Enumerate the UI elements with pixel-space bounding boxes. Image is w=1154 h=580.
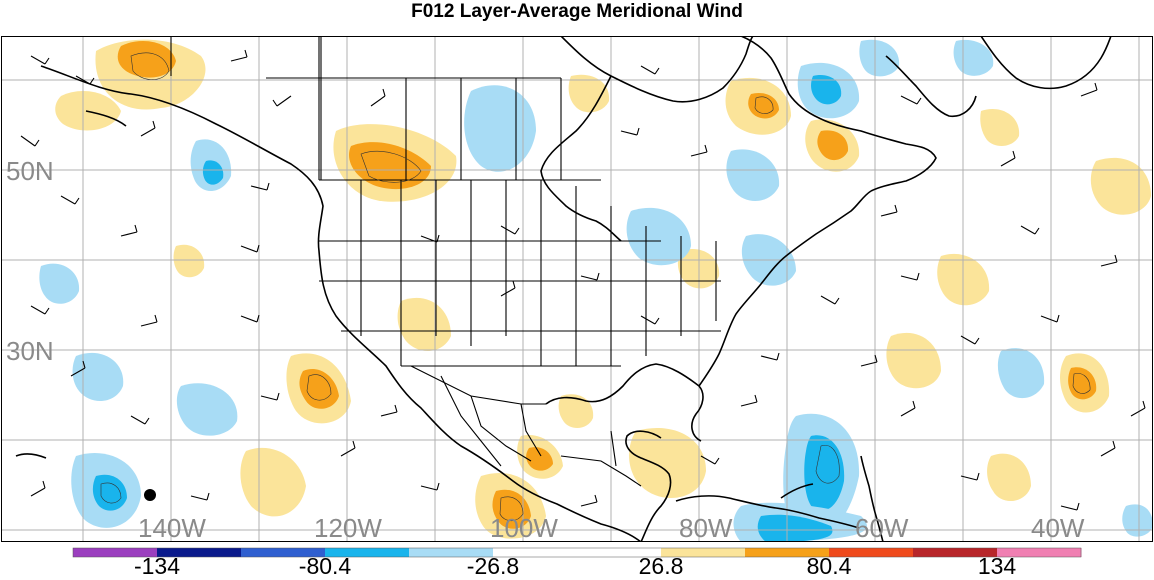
positive-region: [173, 244, 205, 278]
positive-core: [117, 41, 176, 78]
map-title: F012 Layer-Average Meridional Wind: [411, 1, 743, 22]
colorbar-swatch: [913, 548, 998, 557]
negative-region: [859, 39, 900, 77]
lon-label-60w: 60W: [855, 513, 909, 542]
colorbar-swatch: [325, 548, 410, 557]
negative-region: [997, 348, 1045, 399]
colorbar-border: [72, 547, 1082, 558]
positive-core: [1068, 367, 1097, 400]
positive-region: [568, 74, 610, 113]
wind-map[interactable]: 50N 30N 140W 120W 100W 80W 60W 40W: [1, 36, 1153, 542]
contour-lines: [100, 52, 1091, 522]
shaded-wind-regions: [39, 39, 1153, 542]
mexico-borders: [410, 365, 642, 487]
positive-core: [348, 142, 431, 190]
colorbar-swatch: [157, 548, 242, 557]
colorbar-swatch: [493, 548, 578, 557]
colorbar-label: 26.8: [638, 553, 684, 579]
negative-region: [464, 85, 536, 172]
colorbar-swatch: [241, 548, 326, 557]
positive-region: [558, 394, 594, 428]
positive-region: [980, 108, 1020, 146]
colorbar-swatch: [577, 548, 662, 557]
colorbar-swatch: [745, 548, 830, 557]
positive-region: [987, 453, 1031, 502]
colorbar-label: 134: [977, 553, 1017, 579]
negative-region: [72, 352, 124, 402]
positive-region: [1090, 157, 1151, 215]
lat-label-50n: 50N: [6, 156, 54, 186]
lon-label-80w: 80W: [679, 513, 733, 542]
state-borders: [170, 36, 721, 367]
positive-region: [240, 447, 306, 517]
lon-label-120w: 120W: [314, 513, 382, 542]
negative-core: [804, 435, 845, 511]
negative-core: [202, 160, 224, 185]
positive-core: [817, 130, 849, 161]
wind-barbs: [20, 49, 1146, 511]
colorbar-label: -134: [133, 553, 181, 579]
colorbar-swatch: [661, 548, 746, 557]
positive-region: [886, 332, 941, 389]
colorbar-swatches: [72, 547, 1082, 558]
positive-core: [299, 368, 339, 409]
location-marker: [144, 489, 156, 501]
lon-label-40w: 40W: [1031, 513, 1085, 542]
negative-region: [626, 207, 691, 266]
negative-core: [811, 75, 842, 105]
graticule: [1, 36, 1153, 542]
negative-core: [757, 514, 833, 542]
colorbar-swatch: [73, 548, 158, 557]
colorbar-label: -26.8: [466, 553, 520, 579]
colorbar-swatch: [829, 548, 914, 557]
coastlines: [15, 36, 1112, 542]
positive-region: [629, 427, 706, 498]
lon-label-140w: 140W: [138, 513, 206, 542]
colorbar-swatch: [409, 548, 494, 557]
negative-region: [726, 149, 780, 202]
negative-region: [39, 263, 80, 304]
colorbar-swatch: [997, 548, 1082, 557]
negative-region: [1122, 504, 1153, 537]
map-frame: [1, 36, 1153, 542]
lat-label-30n: 30N: [6, 336, 54, 366]
positive-region: [397, 297, 451, 352]
positive-core: [526, 447, 553, 471]
negative-region: [953, 39, 994, 76]
colorbar-label: 80.4: [806, 553, 852, 579]
lon-label-100w: 100W: [490, 513, 558, 542]
colorbar-label: -80.4: [298, 553, 352, 579]
negative-region: [176, 383, 238, 436]
colorbar: [72, 547, 1082, 558]
positive-core: [492, 489, 531, 529]
